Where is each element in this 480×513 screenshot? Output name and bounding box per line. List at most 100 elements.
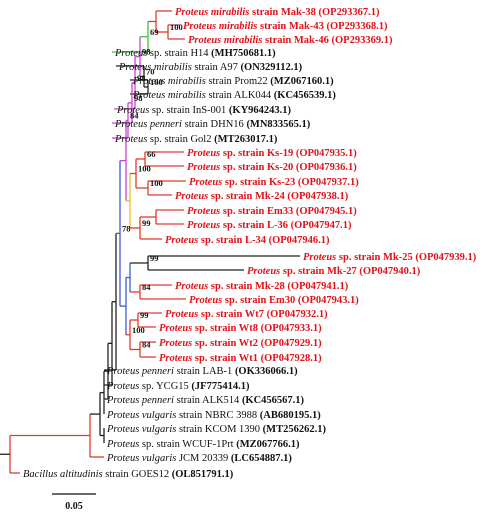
bootstrap-value: 84 — [142, 282, 151, 292]
bootstrap-value: 78 — [122, 223, 131, 233]
taxon-name: Proteus mirabilis — [175, 7, 249, 18]
strain-name: sp. YCG15 — [139, 381, 191, 392]
accession-number: (OP293369.1) — [332, 35, 393, 46]
taxon-label: Proteus sp. strain Gol2 (MT263017.1) — [114, 134, 278, 145]
bootstrap-value: 98 — [142, 47, 151, 57]
strain-name: sp. strain Mk-28 — [208, 281, 287, 292]
taxon-label: Proteus sp. strain Mk-24 (OP047938.1) — [175, 191, 349, 202]
bootstrap-value: 84 — [142, 340, 151, 350]
bootstrap-value: 84 — [130, 110, 139, 120]
taxon-name: Proteus penneri — [106, 395, 174, 406]
accession-number: (OP047929.1) — [261, 338, 322, 349]
strain-name: strain ALK044 — [206, 90, 274, 101]
taxon-label: Proteus sp. strain Mk-28 (OP047941.1) — [175, 281, 349, 292]
taxon-name: Bacillus altitudinis — [23, 469, 103, 480]
taxon-name: Proteus mirabilis — [188, 35, 262, 46]
taxon-name: Proteus penneri — [106, 366, 174, 377]
taxon-label: Proteus sp. strain Wt8 (OP047933.1) — [159, 323, 322, 334]
bootstrap-value: 100 — [138, 164, 151, 174]
accession-number: (OP047932.1) — [267, 309, 328, 320]
taxon-label: Proteus vulgaris JCM 20339 (LC654887.1) — [106, 453, 292, 464]
accession-number: (AB680195.1) — [260, 410, 321, 421]
taxon-name: Proteus — [187, 220, 220, 231]
taxon-label: Proteus vulgaris strain KCOM 1390 (MT256… — [106, 424, 326, 435]
bootstrap-value: 69 — [150, 27, 159, 37]
taxon-label: Proteus sp. strain Ks-23 (OP047937.1) — [189, 177, 359, 188]
strain-name: sp. strain H14 — [147, 48, 211, 59]
bootstrap-value: 100 — [132, 325, 145, 335]
taxon-name: Proteus mirabilis — [132, 90, 206, 101]
bootstrap-value: 99 — [140, 310, 149, 320]
accession-number: (MZ067766.1) — [236, 439, 300, 450]
strain-name: strain NBRC 3988 — [176, 410, 259, 421]
taxon-label: Proteus sp. strain InS-001 (KY964243.1) — [116, 105, 292, 116]
strain-name: JCM 20339 — [176, 453, 231, 464]
taxon-name: Proteus — [114, 48, 147, 59]
accession-number: (MT256262.1) — [263, 424, 327, 435]
scale-bar: 0.05 — [52, 493, 96, 512]
strain-name: sp. strain Em30 — [222, 295, 298, 306]
strain-name: sp. strain Wt1 — [192, 353, 260, 364]
taxon-label: Proteus sp. strain Wt1 (OP047928.1) — [159, 353, 322, 364]
taxon-name: Proteus — [159, 353, 192, 364]
strain-name: strain Mak-38 — [249, 7, 318, 18]
taxon-name: Proteus — [106, 381, 139, 392]
strain-name: sp. strain Em33 — [220, 206, 296, 217]
accession-number: (OP047938.1) — [287, 191, 348, 202]
taxon-label: Proteus mirabilis strain A97 (ON329112.1… — [118, 62, 303, 73]
strain-name: sp. strain Mk-27 — [280, 266, 359, 277]
taxon-label: Proteus sp. strain Ks-20 (OP047936.1) — [187, 162, 357, 173]
accession-number: (OP047928.1) — [261, 353, 322, 364]
taxon-name: Proteus — [114, 134, 147, 145]
strain-name: sp. strain InS-001 — [149, 105, 229, 116]
strain-name: sp. strain Ks-20 — [220, 162, 296, 173]
taxon-label: Proteus sp. strain Wt2 (OP047929.1) — [159, 338, 322, 349]
taxon-name: Proteus — [165, 309, 198, 320]
strain-name: sp. strain Ks-19 — [220, 148, 296, 159]
strain-name: strain ALK514 — [174, 395, 242, 406]
accession-number: (OP047945.1) — [296, 206, 357, 217]
taxon-label: Proteus penneri strain DHN16 (MN833565.1… — [114, 119, 311, 130]
strain-name: sp. strain WCUF-1Prt — [139, 439, 236, 450]
accession-number: (JF775414.1) — [191, 381, 250, 392]
accession-number: (OK336066.1) — [235, 366, 298, 377]
taxon-label: Proteus vulgaris strain NBRC 3988 (AB680… — [106, 410, 321, 421]
taxon-label: Proteus sp. strain Mk-27 (OP047940.1) — [247, 266, 421, 277]
strain-name: strain DHN16 — [182, 119, 246, 130]
strain-name: strain LAB-1 — [174, 366, 235, 377]
taxon-name: Proteus vulgaris — [106, 424, 176, 435]
bootstrap-value: 100 — [170, 22, 183, 32]
accession-number: (OP047937.1) — [298, 177, 359, 188]
taxon-name: Proteus — [159, 338, 192, 349]
taxon-name: Proteus — [187, 206, 220, 217]
taxon-label: Proteus sp. strain L-36 (OP047947.1) — [187, 220, 352, 231]
tree-branches — [0, 10, 300, 474]
accession-number: (OP047935.1) — [296, 148, 357, 159]
strain-name: sp. strain Ks-23 — [222, 177, 298, 188]
strain-name: sp. strain Wt7 — [198, 309, 266, 320]
accession-number: (OP047936.1) — [296, 162, 357, 173]
strain-name: strain Mak-43 — [257, 21, 326, 32]
accession-number: (LC654887.1) — [231, 453, 292, 464]
taxon-name: Proteus — [187, 148, 220, 159]
strain-name: strain GOES12 — [103, 469, 172, 480]
bootstrap-value: 100 — [150, 178, 163, 188]
taxon-label: Proteus mirabilis strain ALK044 (KC45653… — [132, 90, 336, 101]
taxon-label: Proteus sp. strain Em30 (OP047943.1) — [189, 295, 359, 306]
accession-number: (ON329112.1) — [241, 62, 303, 73]
taxon-label: Proteus sp. strain Em33 (OP047945.1) — [187, 206, 357, 217]
accession-number: (MH750681.1) — [211, 48, 276, 59]
taxon-label: Proteus sp. strain Ks-19 (OP047935.1) — [187, 148, 357, 159]
bootstrap-value: 98 — [134, 93, 143, 103]
taxon-label: Proteus mirabilis strain Mak-38 (OP29336… — [175, 7, 380, 18]
strain-name: strain Mak-46 — [262, 35, 331, 46]
taxon-label: Proteus sp. strain H14 (MH750681.1) — [114, 48, 276, 59]
taxon-name: Proteus mirabilis — [118, 62, 192, 73]
taxon-label: Proteus mirabilis strain Prom22 (MZ06716… — [132, 76, 334, 87]
accession-number: (OL851791.1) — [172, 469, 234, 480]
accession-number: (KY964243.1) — [229, 105, 292, 116]
accession-number: (OP047946.1) — [269, 235, 330, 246]
accession-number: (OP293368.1) — [327, 21, 388, 32]
taxon-label: Proteus sp. strain Wt7 (OP047932.1) — [165, 309, 328, 320]
taxon-label: Proteus sp. YCG15 (JF775414.1) — [106, 381, 250, 392]
